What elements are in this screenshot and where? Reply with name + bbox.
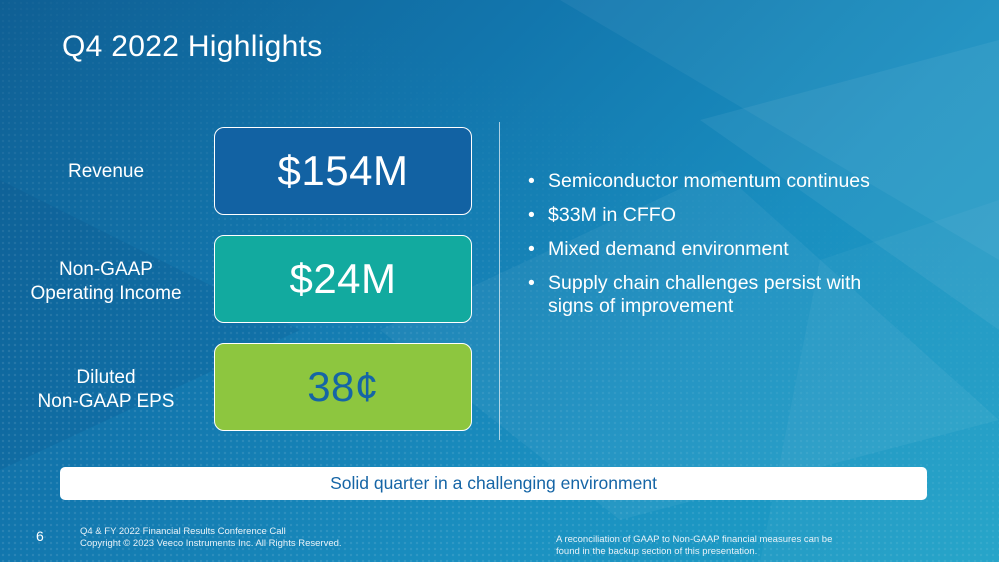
bullet-text-line: Mixed demand environment (548, 238, 789, 260)
metric-value-operating-income: $24M (289, 255, 397, 302)
metric-label-line: Non-GAAP EPS (37, 391, 175, 412)
summary-banner: Solid quarter in a challenging environme… (60, 467, 927, 500)
footer-note-line: found in the backup section of this pres… (556, 546, 758, 557)
bullet-text-line: Supply chain challenges persist with (548, 272, 862, 294)
summary-banner-text: Solid quarter in a challenging environme… (330, 473, 657, 493)
metric-label-eps: Diluted Non-GAAP EPS (11, 366, 201, 414)
bullet-dot-icon: • (528, 170, 535, 192)
footer-event-copyright: Q4 & FY 2022 Financial Results Conferenc… (80, 526, 342, 550)
highlights-bullet-list: • Semiconductor momentum continues • $33… (528, 170, 928, 329)
bullet-item: • Mixed demand environment (528, 238, 928, 261)
metric-box-operating-income: $24M (214, 235, 472, 323)
metric-label-line: Operating Income (30, 283, 182, 304)
footer-event-line: Q4 & FY 2022 Financial Results Conferenc… (80, 526, 286, 537)
bullet-item: • Supply chain challenges persist with s… (528, 272, 928, 318)
metric-label-line: Revenue (67, 161, 145, 182)
metric-box-eps: 38¢ (214, 343, 472, 431)
metric-box-revenue: $154M (214, 127, 472, 215)
bullet-text-line: $33M in CFFO (548, 204, 676, 226)
bullet-item: • Semiconductor momentum continues (528, 170, 928, 193)
page-number: 6 (36, 528, 44, 544)
footer-reconciliation-note: A reconciliation of GAAP to Non-GAAP fin… (556, 534, 876, 558)
footer-copyright-line: Copyright © 2023 Veeco Instruments Inc. … (80, 538, 342, 549)
slide-title: Q4 2022 Highlights (62, 30, 323, 63)
bullet-dot-icon: • (528, 204, 535, 226)
vertical-divider (499, 122, 500, 440)
metric-value-revenue: $154M (277, 147, 409, 194)
metric-label-line: Diluted (76, 367, 136, 388)
footer-note-line: A reconciliation of GAAP to Non-GAAP fin… (556, 534, 833, 545)
metric-label-operating-income: Non-GAAP Operating Income (11, 258, 201, 306)
metric-label-revenue: Revenue (11, 160, 201, 184)
bullet-dot-icon: • (528, 272, 535, 294)
bullet-text-line: Semiconductor momentum continues (548, 170, 870, 192)
metric-label-line: Non-GAAP (59, 259, 153, 280)
metric-value-eps: 38¢ (307, 363, 379, 410)
bullet-text-line: signs of improvement (548, 295, 734, 317)
bullet-dot-icon: • (528, 238, 535, 260)
bullet-item: • $33M in CFFO (528, 204, 928, 227)
